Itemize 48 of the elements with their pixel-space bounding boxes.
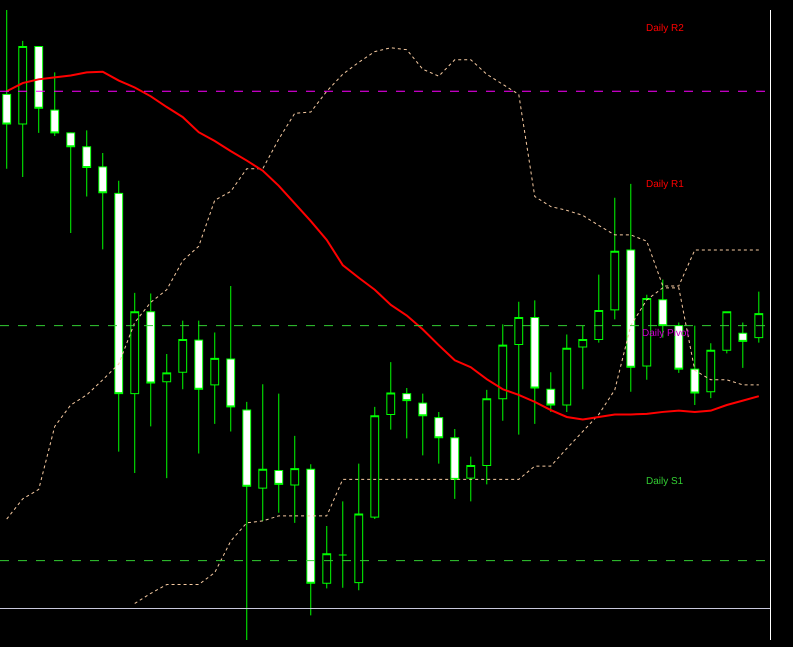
candlestick	[338, 500, 348, 588]
candlestick	[482, 389, 492, 485]
candlestick	[466, 456, 476, 502]
candlestick	[754, 291, 764, 344]
annotation: Daily S1	[646, 476, 684, 487]
candlestick	[514, 301, 524, 436]
candlestick	[178, 320, 188, 390]
candlestick	[738, 322, 748, 368]
candlestick	[546, 372, 556, 412]
candlestick	[450, 428, 460, 500]
candlestick	[610, 197, 620, 320]
candlestick	[354, 463, 364, 591]
candlestick	[386, 362, 396, 430]
candlestick	[722, 311, 732, 354]
candlestick	[210, 332, 220, 424]
candlestick	[226, 285, 236, 432]
candlestick	[258, 384, 268, 522]
candlestick	[306, 464, 316, 616]
candlestick	[34, 46, 44, 134]
candlestick	[626, 183, 636, 392]
candlestick	[498, 324, 508, 422]
candlestick	[402, 388, 412, 439]
candlestick	[418, 393, 428, 456]
annotation: Daily R2	[646, 23, 684, 34]
candlestick	[562, 334, 572, 412]
candlestick	[290, 435, 300, 524]
candlestick	[18, 40, 28, 178]
annotation: Daily R1	[646, 179, 684, 190]
candlestick	[2, 10, 12, 170]
candlestick	[50, 72, 60, 136]
candlestick	[194, 320, 204, 454]
candlestick	[242, 401, 252, 640]
candlestick	[82, 130, 92, 197]
candlestick	[114, 180, 124, 452]
candlestick	[146, 293, 156, 427]
candlestick	[690, 325, 700, 406]
candlestick	[66, 132, 76, 234]
candlestick	[594, 274, 604, 344]
candlestick	[98, 152, 108, 250]
candlestick	[530, 300, 540, 424]
candlestick	[162, 353, 172, 479]
candlestick	[434, 411, 444, 464]
candlestick	[578, 325, 588, 390]
candlestick	[706, 342, 716, 399]
candlestick	[274, 393, 284, 514]
candlestick	[322, 525, 332, 589]
candlestick	[370, 406, 380, 520]
candlestick	[130, 292, 140, 474]
